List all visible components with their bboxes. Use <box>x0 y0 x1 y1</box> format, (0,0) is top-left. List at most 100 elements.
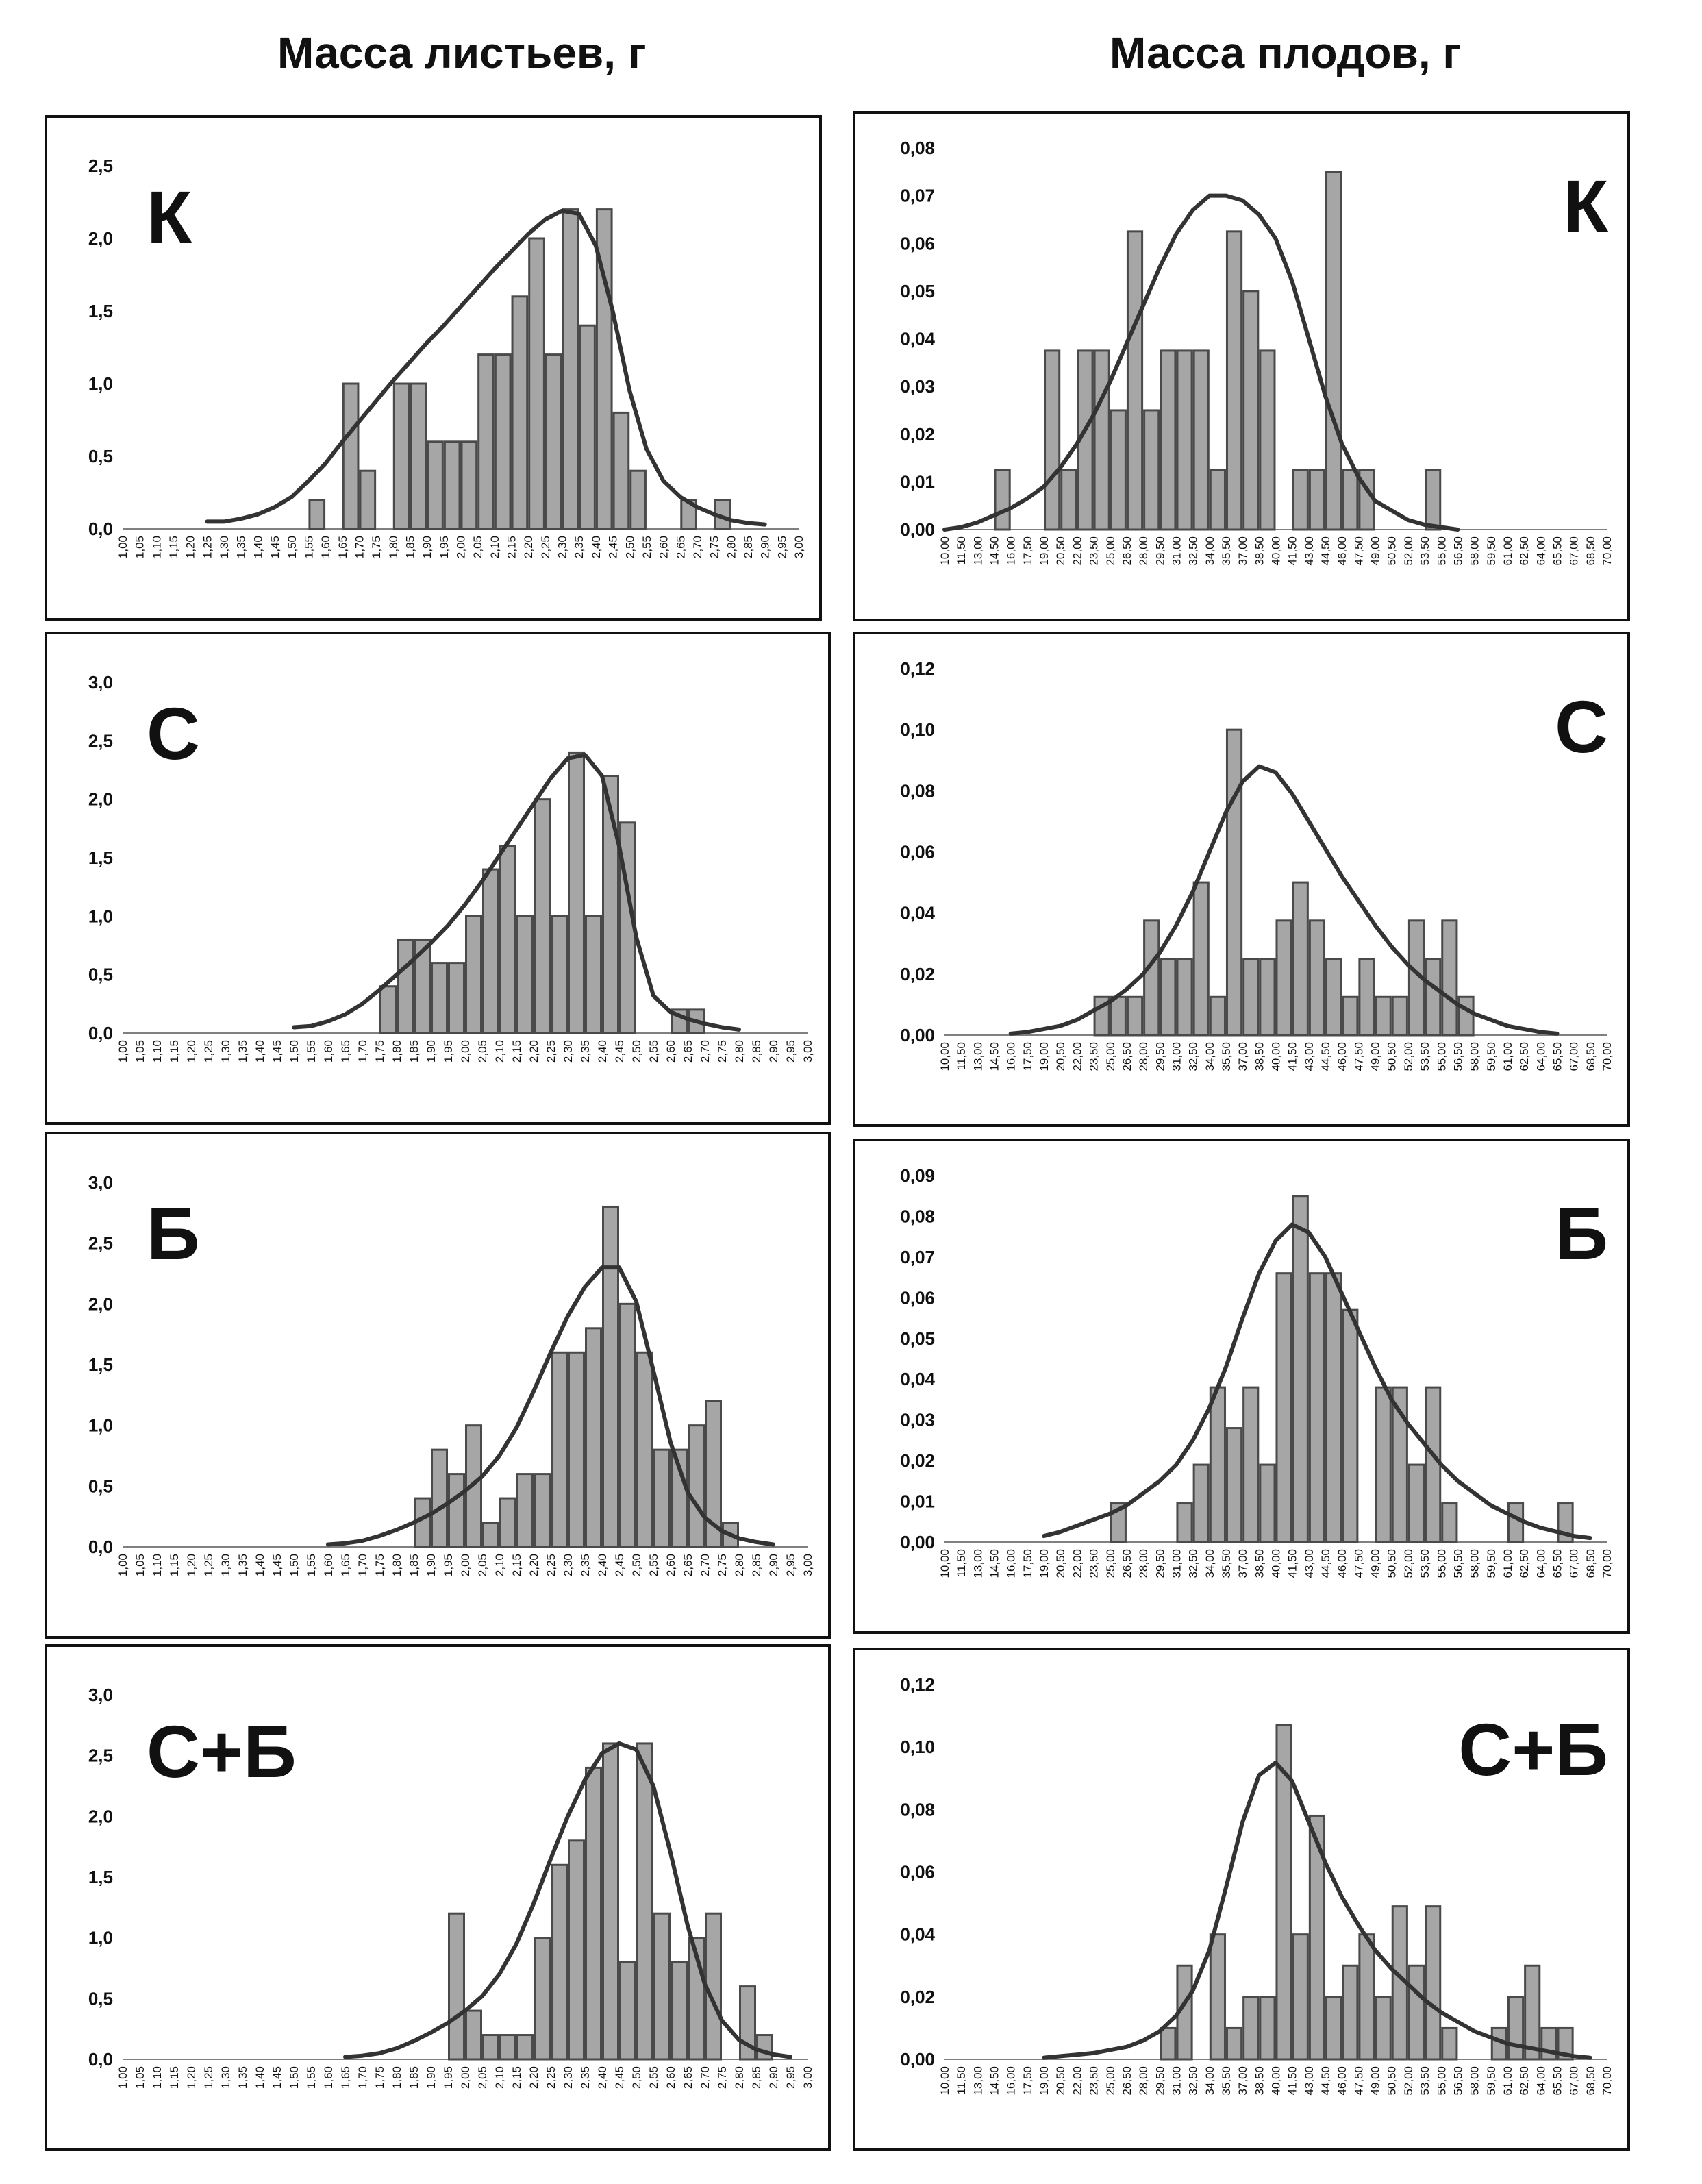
x-tick-label: 10,00 <box>938 1042 951 1071</box>
x-tick-label: 16,00 <box>1005 536 1018 566</box>
histogram-bar <box>1126 995 1144 1037</box>
x-tick-label: 46,00 <box>1336 1549 1349 1578</box>
histogram-bar <box>1160 349 1177 531</box>
x-tick-label: 2,80 <box>733 2066 746 2089</box>
histogram-bar <box>1192 881 1210 1037</box>
histogram-bar <box>1325 1272 1342 1543</box>
x-tick-label: 3,00 <box>801 1040 814 1063</box>
x-tick-label: 2,65 <box>681 2066 694 2089</box>
x-tick-label: 65,50 <box>1551 536 1564 566</box>
y-tick-label: 0,12 <box>900 1674 935 1695</box>
x-tick-label: 1,55 <box>305 1040 318 1063</box>
histogram-bar <box>1225 2026 1243 2061</box>
x-tick-label: 44,50 <box>1319 1549 1332 1578</box>
x-tick-label: 1,05 <box>134 1554 147 1576</box>
x-tick-label: 1,55 <box>305 1554 318 1576</box>
x-tick-label: 22,00 <box>1071 536 1084 566</box>
histogram-bar <box>1308 1814 1326 2061</box>
x-tick-label: 2,80 <box>733 1554 746 1576</box>
x-tick-label: 67,00 <box>1568 2066 1581 2096</box>
x-tick-label: 22,00 <box>1071 2066 1084 2096</box>
x-tick-label: 2,90 <box>767 1040 780 1063</box>
x-tick-label: 20,50 <box>1054 2066 1067 2096</box>
x-tick-label: 2,15 <box>505 536 518 558</box>
x-tick-label: 2,40 <box>596 2066 609 2089</box>
histogram-bar <box>1044 349 1061 531</box>
x-tick-label: 2,00 <box>455 536 468 558</box>
histogram-bar <box>1292 1933 1309 2061</box>
x-tick-label: 2,60 <box>664 1554 677 1576</box>
x-tick-label: 1,65 <box>339 2066 352 2089</box>
x-tick-label: 20,50 <box>1054 1549 1067 1578</box>
y-tick-label: 0,01 <box>900 1491 935 1512</box>
histogram-bar <box>585 1327 602 1548</box>
x-tick-label: 1,05 <box>134 2066 147 2089</box>
histogram-bar <box>1325 958 1342 1037</box>
histogram-bar <box>448 1473 465 1548</box>
y-tick-label: 3,0 <box>88 1685 113 1705</box>
histogram-bar <box>1209 995 1226 1037</box>
x-tick-label: 38,50 <box>1253 2066 1266 2096</box>
x-tick-label: 50,50 <box>1386 2066 1399 2096</box>
x-tick-label: 14,50 <box>988 1042 1001 1071</box>
x-tick-label: 59,50 <box>1485 2066 1498 2096</box>
histogram-bar <box>443 440 461 530</box>
y-tick-label: 0,0 <box>88 1537 113 1557</box>
x-tick-label: 35,50 <box>1220 1042 1233 1071</box>
x-tick-label: 23,50 <box>1088 2066 1101 2096</box>
histogram-bar <box>1375 995 1392 1037</box>
x-tick-label: 70,00 <box>1601 2066 1614 2096</box>
x-tick-label: 2,20 <box>527 2066 540 2089</box>
x-tick-label: 1,65 <box>339 1554 352 1576</box>
x-tick-label: 38,50 <box>1253 1042 1266 1071</box>
y-tick-label: 0,05 <box>900 1328 935 1349</box>
x-tick-label: 1,15 <box>168 2066 181 2089</box>
x-tick-label: 2,55 <box>647 1040 660 1063</box>
histogram-bar <box>1225 728 1243 1037</box>
histogram-bar <box>511 295 529 530</box>
x-tick-label: 59,50 <box>1485 1042 1498 1071</box>
histogram-bar <box>499 1497 516 1548</box>
x-tick-label: 64,00 <box>1534 1042 1547 1071</box>
histogram-bar <box>653 1912 671 2061</box>
y-tick-label: 0,07 <box>900 1247 935 1267</box>
histogram-bar <box>1457 995 1475 1037</box>
x-tick-label: 56,50 <box>1451 1042 1464 1071</box>
histogram-bar <box>1242 290 1260 531</box>
x-tick-label: 58,00 <box>1468 1549 1481 1578</box>
x-tick-label: 2,05 <box>476 2066 489 2089</box>
histogram-bar <box>1507 1502 1525 1543</box>
x-tick-label: 2,50 <box>630 1040 643 1063</box>
histogram-bar <box>705 1400 722 1548</box>
x-tick-label: 2,65 <box>674 536 687 558</box>
y-tick-label: 0,00 <box>900 519 935 540</box>
histogram-bar <box>568 751 585 1034</box>
x-tick-label: 19,00 <box>1038 1549 1051 1578</box>
histogram-bar <box>1524 1964 1541 2061</box>
histogram-bar <box>392 382 410 530</box>
y-tick-label: 0,08 <box>900 138 935 158</box>
x-tick-label: 17,50 <box>1021 1549 1034 1578</box>
y-tick-label: 0,5 <box>88 1988 113 2009</box>
group-label: К <box>1563 164 1609 247</box>
x-tick-label: 2,70 <box>699 1040 712 1063</box>
x-tick-label: 52,00 <box>1402 536 1415 566</box>
x-tick-label: 40,00 <box>1270 1549 1283 1578</box>
histogram-leaf-c: 0,0 0,5 1,0 1,5 2,0 2,5 3,0 1,00 1,05 1,10 1,15 1,2… <box>88 672 814 1063</box>
x-tick-label: 1,05 <box>134 536 147 558</box>
x-tick-label: 2,80 <box>733 1040 746 1063</box>
y-tick-label: 0,06 <box>900 1862 935 1883</box>
group-label: С+Б <box>147 1710 297 1793</box>
histogram-bar <box>431 1448 448 1548</box>
histogram-bar <box>379 985 397 1034</box>
histogram-bar <box>1275 919 1292 1037</box>
x-tick-label: 49,00 <box>1369 2066 1382 2096</box>
x-tick-label: 65,50 <box>1551 1042 1564 1071</box>
histogram-bar <box>1259 1463 1276 1543</box>
histogram-bar <box>1391 995 1408 1037</box>
x-tick-label: 1,95 <box>442 2066 455 2089</box>
x-tick-label: 2,35 <box>579 1554 592 1576</box>
x-tick-label: 1,45 <box>268 536 281 558</box>
x-tick-label: 2,55 <box>640 536 653 558</box>
x-tick-label: 26,50 <box>1121 1042 1134 1071</box>
